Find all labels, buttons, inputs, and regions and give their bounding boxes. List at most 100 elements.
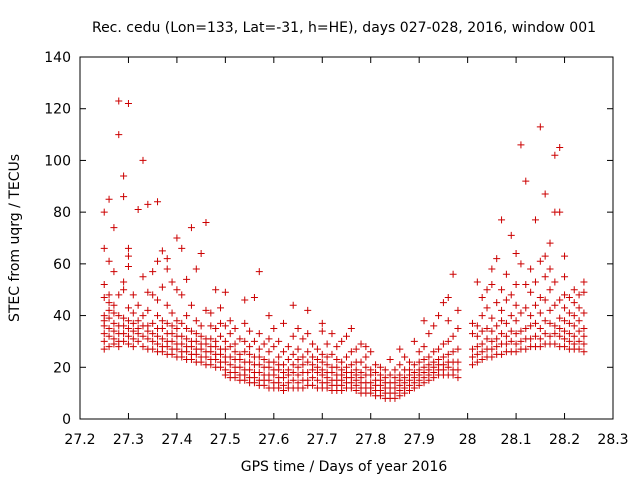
data-point [435,345,443,353]
data-point [270,325,278,332]
data-point [289,368,297,376]
data-point [468,353,476,361]
data-point [536,343,544,351]
data-point [338,358,346,366]
data-point [154,332,162,340]
data-point [149,268,157,276]
data-point [105,195,113,203]
data-point [217,319,225,327]
data-point [309,381,317,389]
data-point [154,257,162,265]
data-point [134,301,142,309]
data-point [391,366,399,374]
data-point [580,278,588,286]
data-point [173,234,181,242]
data-point [294,345,302,353]
data-point [536,293,544,301]
data-point [401,374,409,382]
data-point [362,343,370,351]
data-point [507,337,515,345]
data-point [541,190,549,198]
data-point [100,244,108,252]
data-point [551,330,559,338]
y-axis-label: STEC from uqrg / TECUs [7,154,23,322]
data-point [280,348,288,356]
data-point [517,327,525,335]
data-point [202,306,210,314]
y-tick-label: 120 [44,102,71,118]
data-point [415,358,423,366]
data-point [265,348,273,356]
data-point [250,337,258,345]
data-point [546,265,554,273]
data-point [478,340,486,348]
axis-ticks: 27.2 27.3 27.4 27.5 27.6 27.7 27.8 27.9 28 28.1 28… [44,50,628,448]
data-point [192,265,200,273]
y-tick-label: 60 [53,257,71,273]
y-tick-label: 20 [53,360,71,376]
data-point [531,278,539,286]
data-point [313,363,321,371]
data-point [313,356,321,364]
data-point [565,319,573,327]
data-point [231,340,239,348]
data-point [531,332,539,340]
data-point [502,270,510,278]
data-point [149,330,157,338]
data-point [546,306,554,314]
data-point [241,348,249,356]
data-point [120,193,128,201]
data-point [512,317,520,325]
data-point [570,340,578,348]
data-point [527,312,535,320]
data-point [502,340,510,348]
data-point [226,353,234,361]
data-point [483,325,491,332]
data-point [158,325,166,332]
data-point [405,358,413,366]
x-tick-label: 28.1 [501,432,532,448]
data-point [260,356,268,364]
data-point [120,330,128,338]
data-point [158,247,166,255]
data-point [527,335,535,343]
data-point [488,327,496,335]
data-point [110,301,118,309]
x-tick-label: 27.7 [307,432,338,448]
data-point [362,363,370,371]
data-point [454,366,462,374]
data-point [154,312,162,320]
data-point [323,353,331,361]
data-point [338,337,346,345]
data-point [498,317,506,325]
data-point [173,286,181,294]
data-point [546,286,554,294]
data-point [299,384,307,392]
data-point [439,361,447,369]
chart-title: Rec. cedu (Lon=133, Lat=-31, h=HE), days… [92,20,596,36]
data-point [280,319,288,327]
data-point [570,286,578,294]
data-point [488,345,496,353]
data-point [561,327,569,335]
data-point [100,330,108,338]
data-point [575,345,583,353]
x-tick-label: 28 [459,432,477,448]
data-point [124,100,132,108]
data-point [517,141,525,149]
data-point [207,309,215,317]
data-point [149,345,157,353]
data-point [420,356,428,364]
data-point [289,301,297,309]
data-point [551,340,559,348]
data-point [541,296,549,304]
data-point [115,131,123,139]
data-point [575,337,583,345]
data-point [483,335,491,343]
data-point [546,332,554,340]
x-tick-label: 27.6 [258,432,289,448]
data-point [280,361,288,369]
data-point [580,332,588,340]
data-point [120,337,128,345]
